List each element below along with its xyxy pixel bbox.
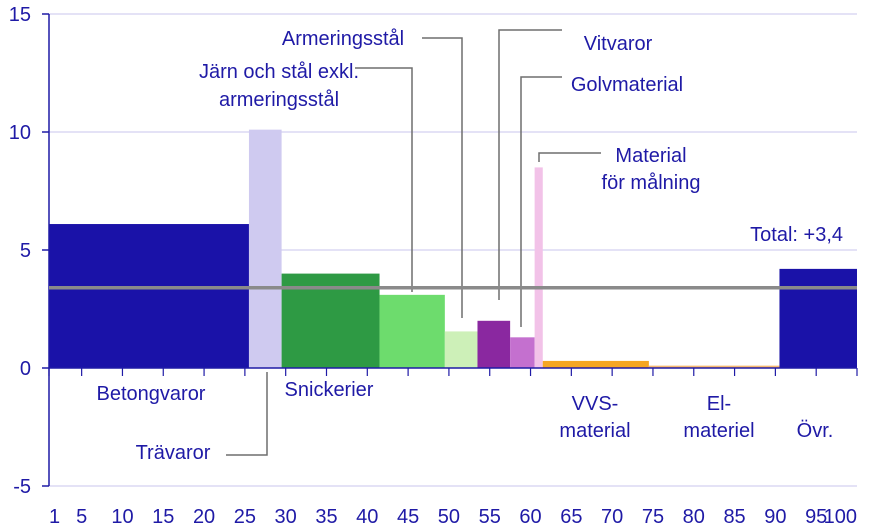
label-el-line2: materiel (683, 420, 754, 442)
x-tick-label: 70 (601, 506, 623, 528)
leader-lines (226, 29, 601, 456)
axes (42, 13, 858, 487)
leader-line (498, 29, 562, 300)
bar-7 (510, 337, 535, 368)
bar-8 (534, 167, 543, 368)
x-tick-label: 5 (76, 506, 87, 528)
x-tick-label: 50 (438, 506, 460, 528)
x-tick-label: 45 (397, 506, 419, 528)
label-jarn-line1: Järn och stål exkl. (199, 61, 359, 83)
x-tick-label: 35 (315, 506, 337, 528)
y-tick-labels: 15 10 5 0 -5 (9, 4, 31, 498)
label-armeringsstal: Armeringsstål (282, 28, 404, 50)
label-malning-line1: Material (615, 145, 686, 167)
label-vitvaror: Vitvaror (584, 33, 653, 55)
y-tick-label: 15 (9, 4, 31, 26)
bar-6 (477, 320, 511, 368)
bar-4 (379, 294, 445, 368)
x-tick-labels: 1 5 10 15 20 25 30 35 40 45 50 55 60 65 70 75 80 85 90 9510… (49, 506, 857, 528)
label-ovr: Övr. (797, 420, 834, 442)
label-jarn-line2: armeringsstål (219, 89, 339, 111)
y-tick-label: 10 (9, 122, 31, 144)
x-tick-label: 1 (49, 506, 60, 528)
x-tick-label: 60 (519, 506, 541, 528)
x-tick-label: 30 (275, 506, 297, 528)
x-tick-label: 95 (805, 506, 827, 528)
y-tick-label: 5 (20, 240, 31, 262)
bars (49, 129, 857, 368)
label-el-line1: El- (707, 393, 731, 415)
leader-line (422, 37, 463, 318)
label-vvs-line1: VVS- (572, 393, 619, 415)
leader-line (538, 152, 601, 162)
x-tick-label: 75 (642, 506, 664, 528)
x-tick-label: 55 (479, 506, 501, 528)
label-malning-line2: för målning (602, 172, 701, 194)
x-tick-label: 90 (764, 506, 786, 528)
bar-5 (444, 331, 478, 368)
x-tick-label: 100 (824, 506, 857, 528)
bar-9 (542, 360, 649, 368)
x-tick-label: 10 (111, 506, 133, 528)
x-tick-label: 40 (356, 506, 378, 528)
label-vvs-line2: material (559, 420, 630, 442)
label-betongvaror: Betongvaror (97, 383, 206, 405)
bar-10 (648, 365, 780, 368)
x-tick-label: 65 (560, 506, 582, 528)
x-tick-label: 85 (723, 506, 745, 528)
leader-line (355, 67, 413, 292)
label-golvmaterial: Golvmaterial (571, 74, 683, 96)
total-label: Total: +3,4 (750, 224, 843, 246)
y-tick-label: -5 (13, 476, 31, 498)
label-snickerier: Snickerier (285, 379, 374, 401)
x-tick-label: 25 (234, 506, 256, 528)
leader-line (520, 76, 562, 327)
bar-2 (248, 129, 282, 368)
x-tick-label: 20 (193, 506, 215, 528)
x-tick-label: 80 (683, 506, 705, 528)
bar-1 (49, 224, 249, 368)
leader-line (226, 372, 268, 456)
bar-11 (779, 268, 857, 368)
label-travaror: Trävaror (136, 442, 211, 464)
y-tick-label: 0 (20, 358, 31, 380)
x-tick-label: 15 (152, 506, 174, 528)
